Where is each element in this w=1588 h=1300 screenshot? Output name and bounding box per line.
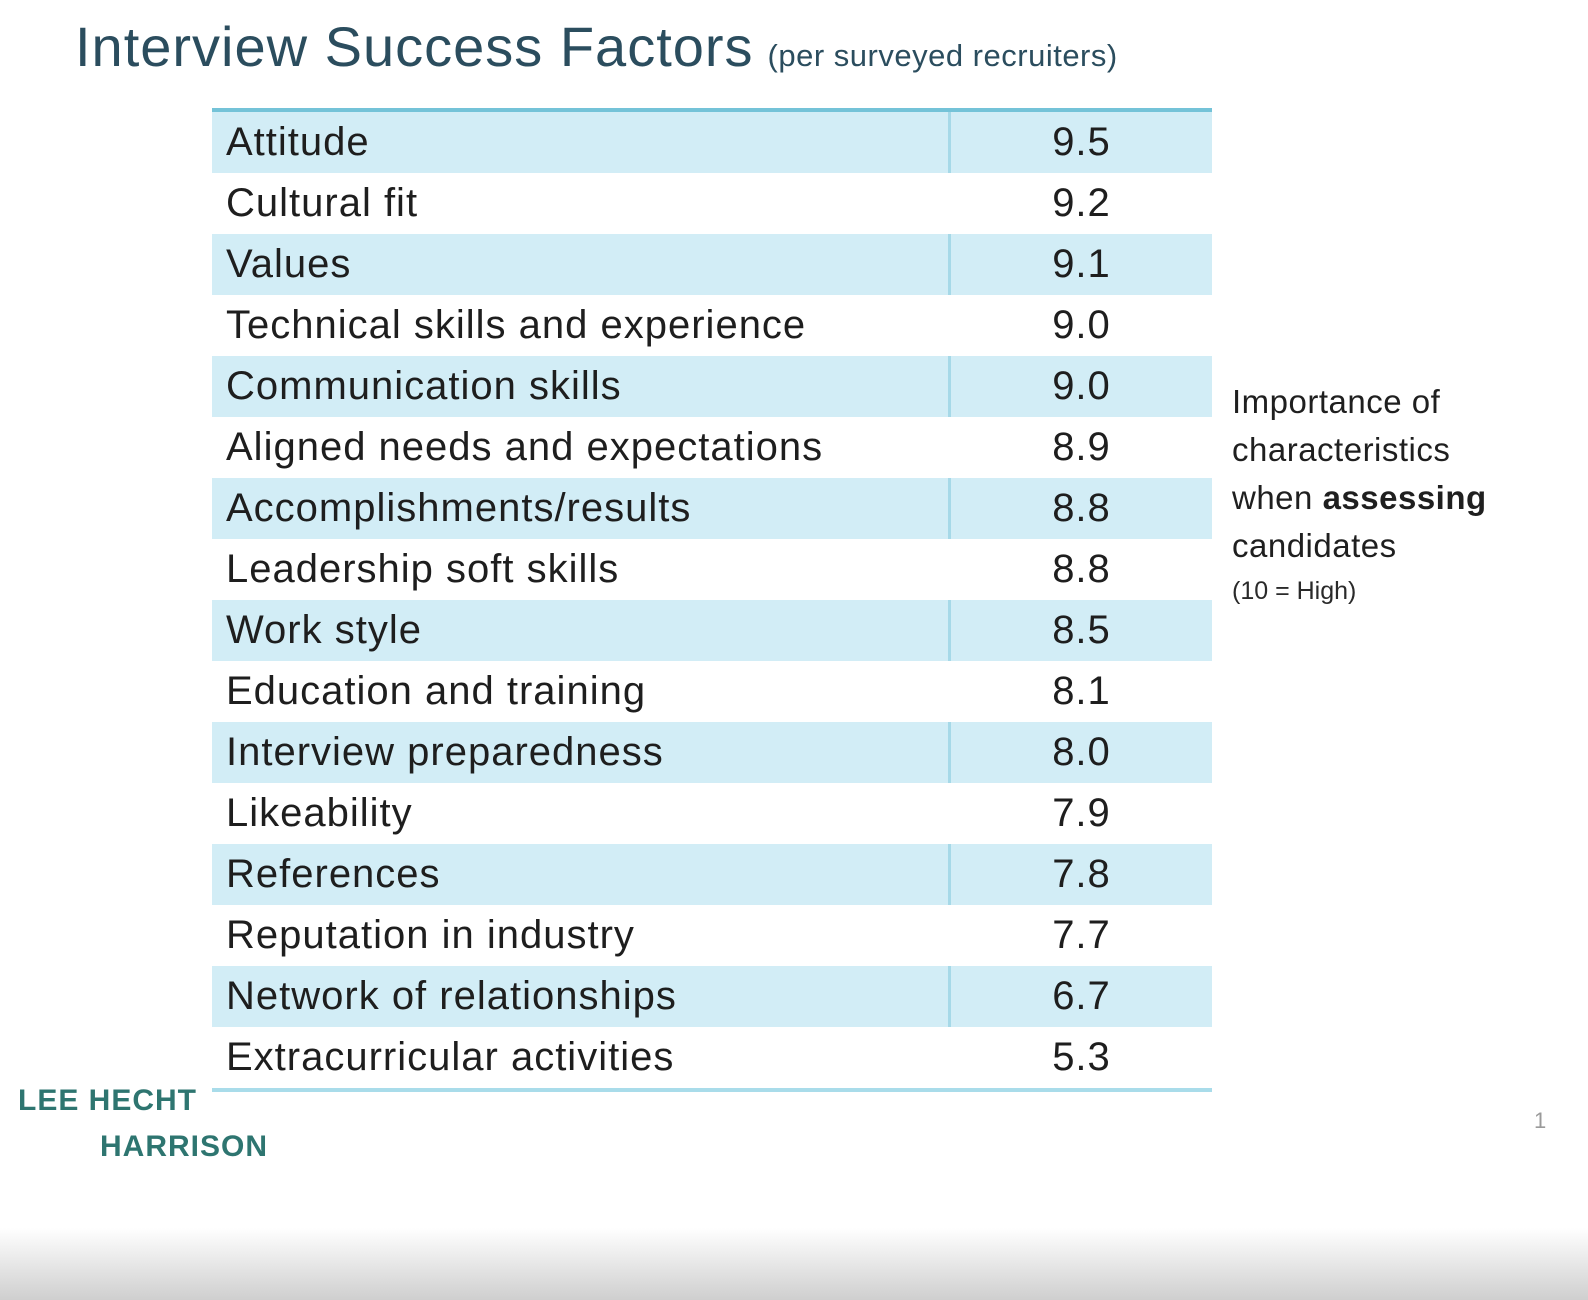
- factor-label: Reputation in industry: [226, 913, 635, 957]
- factor-label: Communication skills: [226, 364, 622, 408]
- factor-label: Work style: [226, 608, 422, 652]
- lee-hecht-harrison-logo: LEE HECHT HARRISON: [18, 1084, 268, 1164]
- title-qualifier: (per surveyed recruiters): [767, 38, 1118, 73]
- table-row: Communication skills 9.0: [212, 356, 1212, 417]
- factor-label: Education and training: [226, 669, 647, 713]
- table-row: Likeability 7.9: [212, 783, 1212, 844]
- factor-label: References: [226, 852, 441, 896]
- factors-table: Attitude 9.5 Cultural fit 9.2 Values 9.1 Techn…: [212, 108, 1212, 1092]
- page-title: Interview Success Factors (per surveyed r…: [75, 14, 1118, 79]
- table-row: Cultural fit 9.2: [212, 173, 1212, 234]
- factor-value: 7.9: [1052, 791, 1111, 835]
- side-note-line: characteristics: [1232, 431, 1451, 468]
- factor-value: 8.1: [1052, 669, 1111, 713]
- side-note-line: when assessing: [1232, 474, 1562, 522]
- factor-label: Accomplishments/results: [226, 486, 692, 530]
- factor-label: Technical skills and experience: [226, 303, 807, 347]
- logo-line-2: HARRISON: [100, 1130, 269, 1163]
- factor-label: Cultural fit: [226, 181, 419, 225]
- factor-value: 9.1: [948, 234, 1212, 295]
- factor-value: 7.7: [1052, 913, 1111, 957]
- factor-value: 9.5: [948, 112, 1212, 173]
- factor-label: Values: [226, 242, 352, 286]
- factor-label: Aligned needs and expectations: [226, 425, 824, 469]
- factor-value: 9.0: [1052, 303, 1111, 347]
- table-row: Aligned needs and expectations 8.9: [212, 417, 1212, 478]
- table-row: Technical skills and experience 9.0: [212, 295, 1212, 356]
- table-row: Values 9.1: [212, 234, 1212, 295]
- side-note-bold-text: assessing: [1322, 479, 1487, 516]
- side-note-scale: (10 = High): [1232, 577, 1357, 605]
- side-note-text: when: [1232, 479, 1323, 516]
- title-text: Interview Success Factors: [75, 15, 754, 78]
- side-note-line: Importance of: [1232, 383, 1441, 420]
- table-row: Accomplishments/results 8.8: [212, 478, 1212, 539]
- factor-value: 6.7: [948, 966, 1212, 1027]
- factor-value: 7.8: [948, 844, 1212, 905]
- factor-label: Leadership soft skills: [226, 547, 620, 591]
- table-row: Education and training 8.1: [212, 661, 1212, 722]
- table-row: Attitude 9.5: [212, 112, 1212, 173]
- bottom-edge-shadow: [0, 1228, 1588, 1300]
- table-row: Network of relationships 6.7: [212, 966, 1212, 1027]
- factor-label: Network of relationships: [226, 974, 677, 1018]
- side-note-line: candidates: [1232, 527, 1397, 564]
- side-note: Importance of characteristics when asses…: [1232, 378, 1562, 608]
- factor-value: 8.5: [948, 600, 1212, 661]
- logo-line-1: LEE HECHT: [18, 1084, 198, 1117]
- table-row: Work style 8.5: [212, 600, 1212, 661]
- factor-value: 9.2: [1052, 181, 1111, 225]
- table-row: References 7.8: [212, 844, 1212, 905]
- table-row: Leadership soft skills 8.8: [212, 539, 1212, 600]
- factor-value: 5.3: [1052, 1035, 1111, 1079]
- factor-label: Extracurricular activities: [226, 1035, 675, 1079]
- factor-value: 8.8: [948, 478, 1212, 539]
- table-row: Interview preparedness 8.0: [212, 722, 1212, 783]
- factor-label: Interview preparedness: [226, 730, 664, 774]
- page-number: 1: [1534, 1108, 1547, 1133]
- factor-label: Attitude: [226, 120, 370, 164]
- factor-value: 9.0: [948, 356, 1212, 417]
- factor-value: 8.9: [1052, 425, 1111, 469]
- factor-value: 8.0: [948, 722, 1212, 783]
- table-row: Extracurricular activities 5.3: [212, 1027, 1212, 1088]
- factor-label: Likeability: [226, 791, 413, 835]
- table-row: Reputation in industry 7.7: [212, 905, 1212, 966]
- factor-value: 8.8: [1052, 547, 1111, 591]
